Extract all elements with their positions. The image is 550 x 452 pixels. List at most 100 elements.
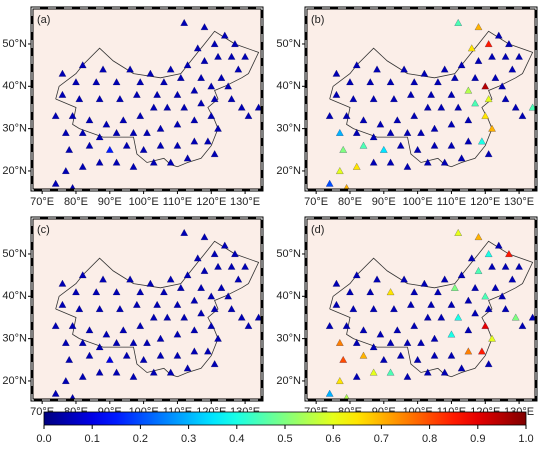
station-triangle xyxy=(173,351,182,359)
station-triangle xyxy=(156,334,165,342)
station-triangle xyxy=(430,141,439,149)
station-triangle xyxy=(58,279,67,287)
station-triangle xyxy=(410,111,419,120)
station-triangle xyxy=(488,124,496,132)
station-triangle xyxy=(183,61,192,69)
station-triangle xyxy=(217,73,226,81)
station-triangle xyxy=(102,120,111,128)
station-triangle xyxy=(390,304,398,313)
station-triangle xyxy=(92,78,101,86)
station-triangle xyxy=(220,31,229,39)
station-triangle xyxy=(454,18,463,26)
station-triangle xyxy=(234,65,243,73)
station-triangle xyxy=(488,262,496,270)
station-triangle xyxy=(505,249,513,258)
station-triangle xyxy=(386,338,395,346)
station-triangle xyxy=(95,343,104,351)
station-triangle xyxy=(146,279,155,287)
station-triangle xyxy=(396,141,405,149)
station-triangle xyxy=(126,275,135,283)
station-triangle xyxy=(51,179,60,187)
station-triangle xyxy=(393,116,402,124)
station-triangle xyxy=(143,128,151,136)
station-triangle xyxy=(149,103,158,111)
station-triangle xyxy=(373,65,381,73)
country-border xyxy=(329,30,534,168)
station-triangle xyxy=(440,368,449,376)
station-triangle xyxy=(474,56,483,64)
station-triangle xyxy=(217,283,226,291)
station-triangle xyxy=(403,128,412,136)
station-triangle xyxy=(51,321,60,330)
station-triangle xyxy=(200,23,209,31)
y-tick-label: 40°N xyxy=(2,80,27,92)
station-triangle xyxy=(484,360,493,368)
station-triangle xyxy=(325,389,334,397)
station-triangle xyxy=(325,321,334,330)
station-triangle xyxy=(457,364,466,372)
station-triangle xyxy=(423,313,432,321)
colorbar-tick-label: 0.9 xyxy=(470,433,485,445)
panel-label: (a) xyxy=(37,14,50,26)
station-triangle xyxy=(183,154,192,162)
panel-label: (c) xyxy=(37,224,50,236)
station-triangle xyxy=(511,103,520,111)
station-triangle xyxy=(176,73,185,81)
station-triangle xyxy=(447,300,456,308)
station-triangle xyxy=(51,111,60,120)
station-triangle xyxy=(75,304,84,313)
station-triangle xyxy=(417,338,425,346)
station-triangle xyxy=(153,300,162,308)
station-triangle xyxy=(129,338,138,346)
colorbar-tick-label: 0.3 xyxy=(181,433,196,445)
station-triangle xyxy=(85,326,94,334)
station-triangle xyxy=(488,52,496,60)
station-triangle xyxy=(430,351,439,359)
station-triangle xyxy=(176,283,185,291)
y-tick-label: 30°N xyxy=(276,123,301,135)
station-triangle xyxy=(214,52,222,60)
station-triangle xyxy=(518,111,527,120)
station-triangle xyxy=(447,120,456,128)
station-triangle xyxy=(132,300,141,308)
station-triangle xyxy=(518,321,527,330)
station-triangle xyxy=(498,292,507,300)
station-triangle xyxy=(457,271,466,279)
station-triangle xyxy=(471,73,480,81)
station-triangle xyxy=(335,128,344,136)
station-triangle xyxy=(102,330,111,338)
station-triangle xyxy=(359,141,368,149)
y-tick-label: 30°N xyxy=(2,333,27,345)
panel-label: (b) xyxy=(311,14,324,26)
x-tick-label: 100°E xyxy=(403,196,433,208)
y-tick-label: 20°N xyxy=(276,375,301,387)
station-triangle xyxy=(379,355,388,363)
station-triangle xyxy=(471,99,480,107)
station-triangle xyxy=(78,61,87,69)
station-triangle xyxy=(139,355,148,363)
station-triangle xyxy=(78,128,87,136)
station-triangle xyxy=(210,150,219,158)
station-triangle xyxy=(61,166,70,175)
x-tick-label: 80°E xyxy=(338,196,362,208)
station-triangle xyxy=(366,288,375,296)
station-triangle xyxy=(342,321,351,330)
country-border xyxy=(55,30,260,168)
colorbar xyxy=(43,411,527,426)
station-triangle xyxy=(335,376,344,385)
station-triangle xyxy=(132,90,141,98)
station-triangle xyxy=(231,249,239,258)
station-triangle xyxy=(180,313,189,321)
station-triangle xyxy=(440,275,449,283)
station-triangle xyxy=(241,52,250,60)
station-triangle xyxy=(112,288,121,296)
station-triangle xyxy=(447,330,456,338)
station-triangle xyxy=(427,90,436,98)
station-triangle xyxy=(505,39,513,48)
station-triangle xyxy=(467,44,476,52)
station-triangle xyxy=(406,90,415,98)
station-triangle xyxy=(65,145,74,153)
station-triangle xyxy=(119,326,128,334)
station-triangle xyxy=(241,262,250,270)
station-triangle xyxy=(423,103,432,111)
